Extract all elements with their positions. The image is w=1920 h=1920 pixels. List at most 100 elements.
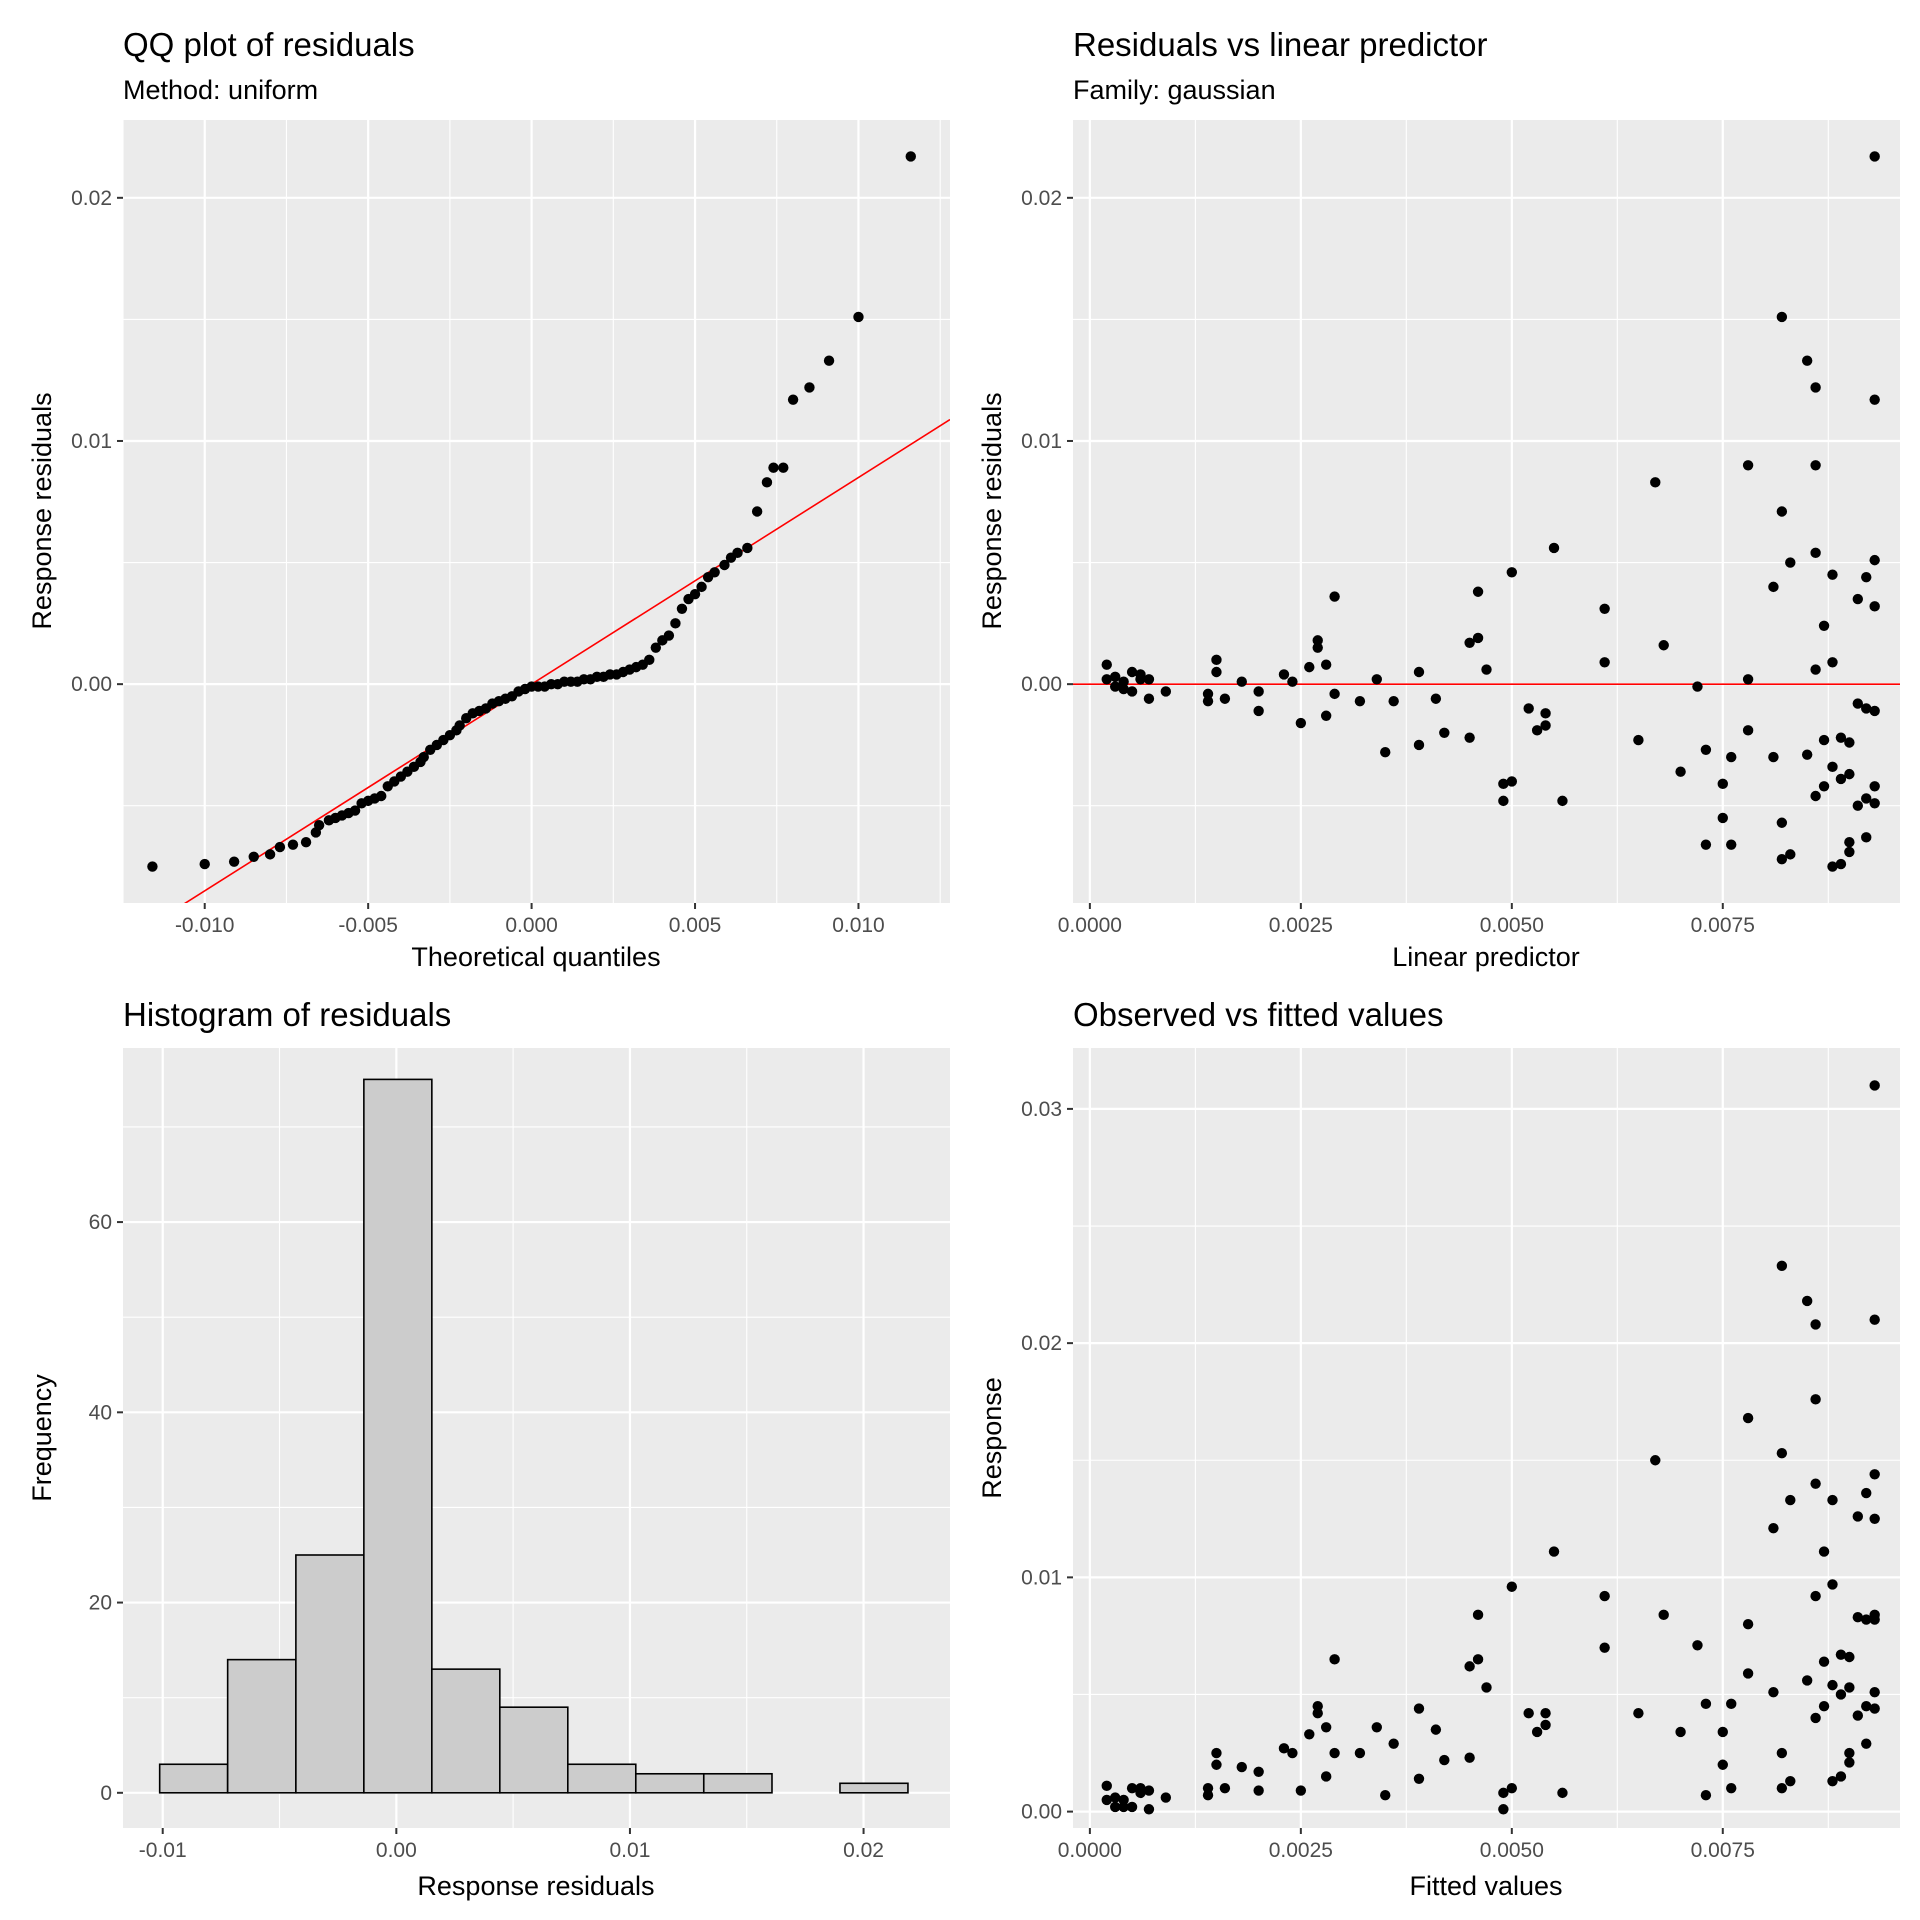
observed-vs-fitted-point — [1827, 1775, 1838, 1787]
observed-vs-fitted-point — [1253, 1766, 1264, 1777]
residuals-vs-predictor-point — [1236, 676, 1247, 687]
residuals-vs-predictor-point — [1109, 671, 1121, 683]
observed-vs-fitted-point — [1371, 1722, 1382, 1733]
qq-plot-point — [264, 849, 276, 860]
observed-vs-fitted-point — [1785, 1775, 1796, 1787]
observed-vs-fitted-point — [1135, 1782, 1146, 1794]
qq-plot-point — [670, 618, 681, 629]
residuals-vs-predictor-point — [1810, 547, 1821, 559]
residuals-vs-predictor-point — [1768, 581, 1779, 593]
qq-plot-point — [248, 851, 259, 862]
observed-vs-fitted-point — [1236, 1761, 1247, 1773]
qq-plot-x-tick-label: -0.010 — [175, 914, 235, 937]
residuals-vs-predictor-point — [1869, 798, 1880, 809]
observed-vs-fitted-point — [1776, 1782, 1788, 1794]
residuals-vs-predictor-point — [1380, 747, 1391, 758]
qq-plot-reference-line — [183, 418, 950, 903]
residuals-vs-predictor-point — [1295, 717, 1307, 729]
observed-vs-fitted-point — [1726, 1782, 1737, 1794]
residuals-vs-predictor-point — [1776, 506, 1788, 517]
qq-plot-point — [696, 581, 707, 593]
observed-vs-fitted-point — [1810, 1712, 1821, 1724]
residuals-vs-predictor-point — [1818, 620, 1830, 631]
qq-plot-x-tick-label: 0.000 — [505, 914, 558, 937]
residuals-vs-predictor-point — [1498, 795, 1509, 807]
qq-plot-point — [689, 588, 701, 600]
observed-vs-fitted-point — [1852, 1511, 1864, 1522]
qq-plot-title: QQ plot of residuals — [123, 26, 415, 63]
residuals-vs-predictor-point — [1869, 601, 1880, 612]
residuals-vs-predictor-point — [1557, 795, 1568, 807]
residuals-vs-predictor-point — [1506, 567, 1518, 578]
residuals-vs-predictor-point — [1211, 666, 1222, 678]
observed-vs-fitted-point — [1844, 1757, 1855, 1768]
observed-vs-fitted-point — [1768, 1686, 1779, 1698]
residuals-vs-predictor-point — [1118, 683, 1129, 695]
qq-plot-y-tick-label: 0.00 — [71, 673, 112, 696]
residuals-vs-predictor-point — [1143, 693, 1155, 704]
qq-plot-point — [709, 567, 720, 578]
qq-plot-x-tick-label: 0.010 — [832, 914, 885, 937]
observed-vs-fitted-point — [1126, 1801, 1138, 1813]
residuals-vs-predictor-point — [1810, 382, 1821, 393]
observed-vs-fitted-point — [1211, 1747, 1222, 1759]
residuals-vs-predictor-point — [1861, 571, 1872, 583]
qq-plot-grid — [122, 120, 950, 903]
residuals-vs-predictor-point — [1742, 460, 1754, 471]
observed-vs-fitted-point — [1540, 1719, 1551, 1731]
qq-plot-point — [905, 151, 916, 162]
qq-plot-x-tick-label: 0.005 — [669, 914, 722, 937]
residuals-vs-predictor-point — [1287, 676, 1298, 687]
observed-vs-fitted-point — [1801, 1675, 1813, 1686]
residuals-vs-predictor-point — [1278, 669, 1290, 680]
observed-vs-fitted-x-tick-label: 0.0050 — [1480, 1839, 1544, 1862]
observed-vs-fitted-point — [1329, 1654, 1340, 1665]
residuals-vs-predictor-point — [1818, 734, 1830, 746]
qq-plot-point — [787, 394, 799, 405]
residuals-vs-predictor-point — [1742, 674, 1754, 685]
residuals-vs-predictor-point — [1211, 654, 1222, 666]
histogram-y-axis: 0 20 40 60 — [89, 1211, 123, 1805]
qq-plot-point — [147, 861, 158, 872]
observed-vs-fitted-point — [1472, 1654, 1484, 1665]
observed-vs-fitted-point — [1118, 1794, 1129, 1806]
observed-vs-fitted-y-tick-label: 0.01 — [1021, 1566, 1062, 1589]
observed-vs-fitted-point — [1869, 1513, 1880, 1525]
qq-plot-point — [768, 462, 779, 473]
residuals-vs-predictor-point — [1818, 781, 1830, 792]
observed-vs-fitted-point — [1219, 1782, 1231, 1794]
residuals-vs-predictor-point — [1810, 460, 1821, 471]
residuals-vs-predictor-point — [1835, 858, 1847, 870]
residuals-vs-predictor-panel: Residuals vs linear predictor Family: ga… — [977, 26, 1900, 972]
residuals-vs-predictor-point — [1726, 839, 1737, 850]
residuals-vs-predictor-background — [1073, 120, 1900, 903]
observed-vs-fitted-point — [1599, 1590, 1610, 1602]
observed-vs-fitted-point — [1835, 1649, 1847, 1660]
qq-plot-y-tick-label: 0.02 — [71, 187, 112, 210]
observed-vs-fitted-point — [1768, 1522, 1779, 1534]
residuals-vs-predictor-point — [1548, 542, 1560, 554]
observed-vs-fitted-point — [1506, 1581, 1518, 1592]
residuals-vs-predictor-point — [1329, 591, 1340, 602]
observed-vs-fitted-point — [1498, 1804, 1509, 1815]
observed-vs-fitted-point — [1844, 1651, 1855, 1663]
observed-vs-fitted-point — [1717, 1726, 1728, 1738]
residuals-vs-predictor-point — [1430, 693, 1442, 704]
observed-vs-fitted-point — [1852, 1611, 1864, 1623]
residuals-vs-predictor-y-axis-label: Response residuals — [977, 392, 1007, 629]
residuals-vs-predictor-point — [1869, 394, 1880, 405]
histogram-bar — [158, 1763, 229, 1794]
observed-vs-fitted-point — [1675, 1726, 1686, 1738]
qq-plot-y-axis-label: Response residuals — [27, 392, 57, 629]
residuals-vs-predictor-point — [1160, 686, 1172, 697]
observed-vs-fitted-point — [1835, 1771, 1847, 1782]
observed-vs-fitted-point — [1160, 1792, 1172, 1803]
observed-vs-fitted-point — [1109, 1792, 1121, 1803]
observed-vs-fitted-title: Observed vs fitted values — [1073, 996, 1444, 1033]
histogram-x-tick-label: 0.01 — [610, 1839, 651, 1862]
histogram-bar — [634, 1772, 705, 1794]
observed-vs-fitted-point — [1211, 1759, 1222, 1770]
observed-vs-fitted-point — [1861, 1614, 1872, 1625]
histogram-y-tick-label: 60 — [89, 1211, 112, 1234]
